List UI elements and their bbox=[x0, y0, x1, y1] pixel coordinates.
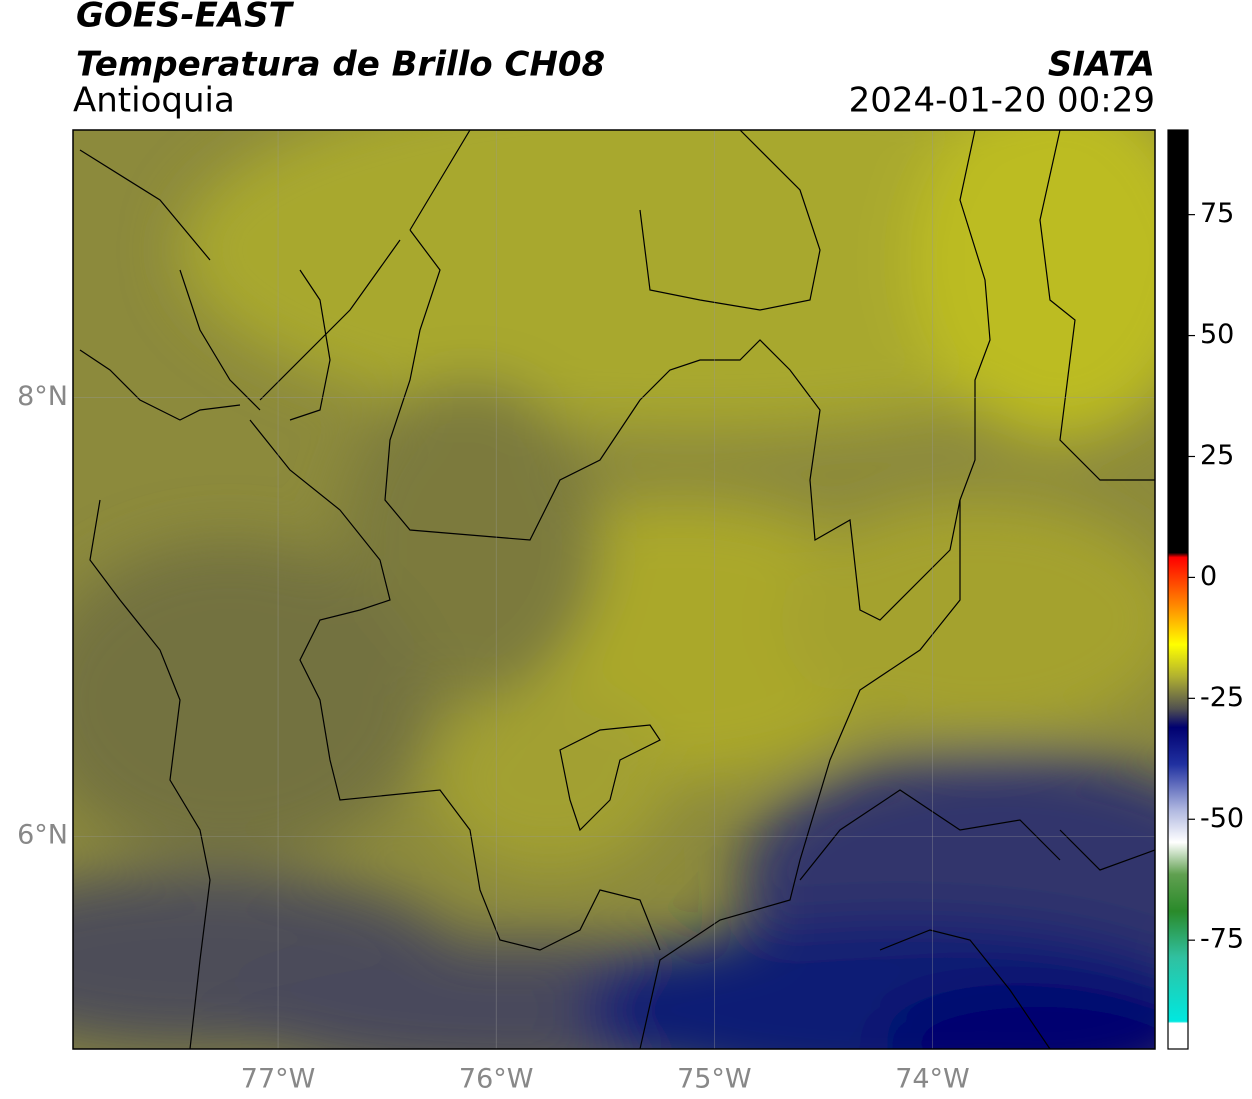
colorbar-tick-label: -25 bbox=[1200, 682, 1244, 713]
colorbar-tick-label: -75 bbox=[1200, 924, 1244, 955]
title: GOES-EAST bbox=[76, 0, 295, 36]
map-grid bbox=[73, 130, 1155, 1049]
colorbar-tick-label: 25 bbox=[1200, 440, 1234, 471]
source: SIATA bbox=[1048, 45, 1155, 85]
colorbar-tick-label: 50 bbox=[1200, 319, 1234, 350]
map-frame bbox=[72, 129, 1156, 1050]
colorbar-tick-label: 0 bbox=[1200, 561, 1217, 592]
y-tick-label: 6°N bbox=[17, 820, 68, 851]
colorbar-tick-label: 75 bbox=[1200, 198, 1234, 229]
timestamp: 2024-01-20 00:29 bbox=[849, 81, 1155, 121]
colorbar bbox=[1167, 129, 1189, 1050]
x-tick-label: 76°W bbox=[459, 1064, 534, 1095]
x-tick-label: 74°W bbox=[895, 1064, 970, 1095]
map-field bbox=[73, 130, 1155, 1049]
y-tick-label: 8°N bbox=[17, 381, 68, 412]
subtitle: Temperatura de Brillo CH08 bbox=[76, 45, 605, 85]
x-tick-label: 75°W bbox=[677, 1064, 752, 1095]
region: Antioquia bbox=[73, 81, 235, 121]
colorbar-tick-label: -50 bbox=[1200, 803, 1244, 834]
x-tick-label: 77°W bbox=[241, 1064, 316, 1095]
